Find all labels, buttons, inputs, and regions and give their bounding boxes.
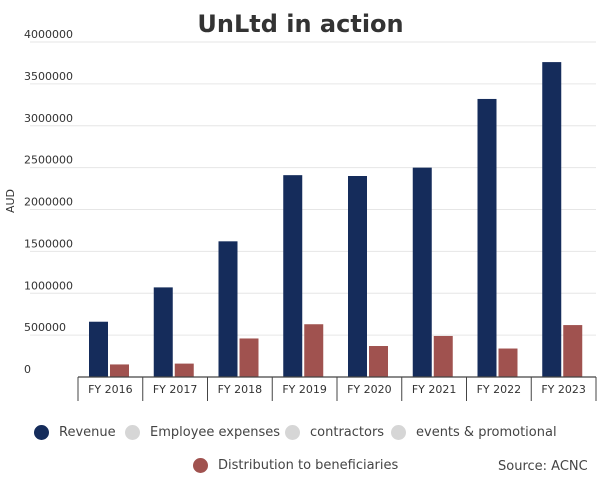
- legend-item-contractors: contractors: [285, 425, 384, 440]
- bar-revenue: [542, 62, 562, 377]
- bar-distribution: [174, 363, 194, 377]
- legend-dot-employee-expenses: [125, 425, 140, 440]
- legend-item-events-promotional: events & promotional: [391, 425, 557, 440]
- legend-dot-revenue: [34, 425, 49, 440]
- bar-distribution: [563, 325, 583, 377]
- x-tick-label: FY 2018: [218, 383, 263, 396]
- bar-distribution: [369, 346, 388, 377]
- y-tick-label: 2500000: [24, 154, 73, 167]
- bar-revenue: [218, 241, 238, 377]
- x-tick-label: FY 2016: [88, 383, 133, 396]
- legend-dot-distribution: [193, 458, 208, 473]
- legend-item-distribution: Distribution to beneficiaries: [193, 458, 398, 473]
- bar-distribution: [304, 324, 324, 377]
- legend-dot-contractors: [285, 425, 300, 440]
- legend-label-distribution: Distribution to beneficiaries: [218, 458, 399, 473]
- bar-distribution: [498, 348, 518, 377]
- y-tick-label: 0: [24, 363, 31, 376]
- y-tick-label: 1000000: [24, 279, 73, 292]
- legend-row-top: Revenue Employee expenses contractors ev…: [0, 425, 601, 447]
- bar-revenue: [348, 176, 367, 377]
- legend-dot-events-promotional: [391, 425, 406, 440]
- source-note: Source: ACNC: [498, 459, 588, 474]
- y-tick-label: 2000000: [24, 196, 73, 209]
- chart-title: UnLtd in action: [197, 10, 404, 38]
- bar-distribution: [239, 338, 259, 377]
- legend-label-events-promotional: events & promotional: [416, 425, 557, 440]
- y-tick-label: 3500000: [24, 70, 73, 83]
- y-tick-label: 1500000: [24, 237, 73, 250]
- x-tick-label: FY 2023: [541, 383, 586, 396]
- legend-item-revenue: Revenue: [34, 425, 116, 440]
- bar-revenue: [283, 175, 303, 377]
- x-tick-label: FY 2017: [153, 383, 198, 396]
- x-tick-label: FY 2020: [347, 383, 392, 396]
- x-tick-label: FY 2021: [412, 383, 457, 396]
- bar-revenue: [153, 287, 173, 377]
- x-tick-label: FY 2019: [282, 383, 327, 396]
- legend-label-revenue: Revenue: [59, 425, 116, 440]
- bar-revenue: [412, 167, 432, 377]
- legend-label-employee-expenses: Employee expenses: [150, 425, 281, 440]
- y-tick-label: 4000000: [24, 28, 73, 41]
- bar-revenue: [477, 98, 497, 377]
- y-tick-label: 3000000: [24, 112, 73, 125]
- legend-row-bottom: Distribution to beneficiaries: [0, 458, 601, 480]
- bar-distribution: [110, 364, 129, 377]
- bar-chart: 0 500000 1000000 1500000 2000000 2500000 30000…: [4, 28, 597, 401]
- y-axis-label: AUD: [4, 189, 17, 213]
- legend-label-contractors: contractors: [310, 425, 385, 440]
- y-tick-label: 500000: [24, 321, 66, 334]
- legend-item-employee-expenses: Employee expenses: [125, 425, 280, 440]
- bar-revenue: [89, 321, 108, 377]
- x-tick-label: FY 2022: [477, 383, 522, 396]
- bar-distribution: [433, 335, 453, 377]
